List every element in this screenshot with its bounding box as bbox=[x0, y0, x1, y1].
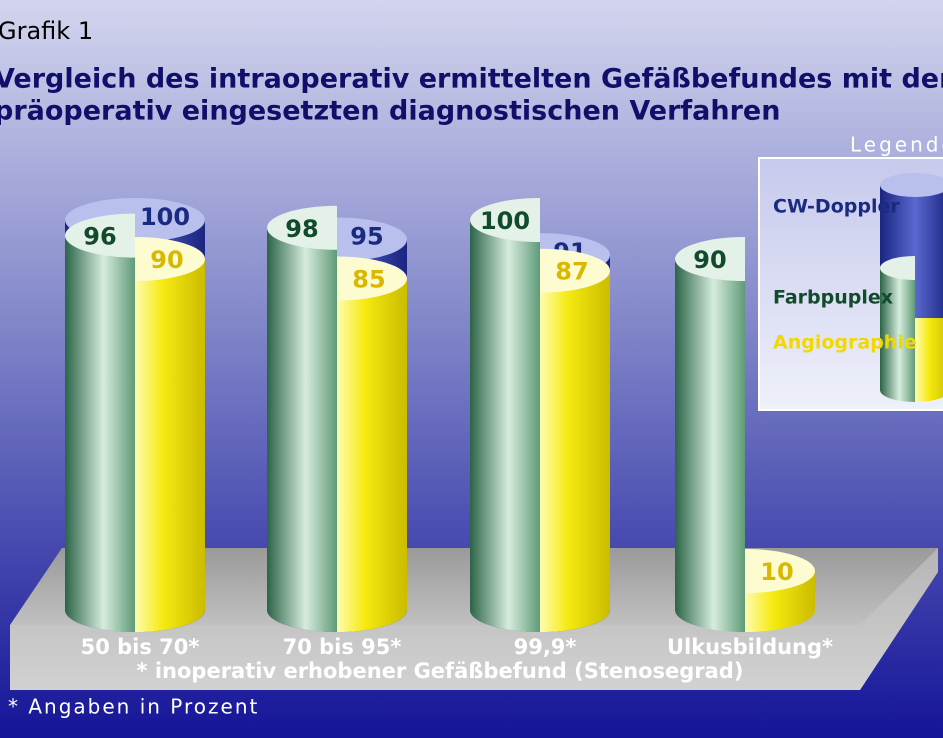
bar bbox=[675, 259, 745, 632]
bar bbox=[267, 227, 337, 633]
chart-title: Vergleich des intraoperativ ermittelten … bbox=[0, 64, 943, 95]
legend-swatch bbox=[880, 173, 943, 197]
bar-cap bbox=[337, 256, 407, 301]
data-label: 100 bbox=[140, 203, 190, 231]
data-label: 98 bbox=[285, 215, 318, 243]
bar bbox=[337, 278, 407, 632]
legend-title: Legende bbox=[850, 133, 943, 157]
legend-swatch bbox=[880, 268, 915, 402]
legend-swatch bbox=[880, 256, 915, 280]
data-label: 90 bbox=[150, 246, 183, 274]
bar bbox=[65, 235, 135, 632]
footnote: * Angaben in Prozent bbox=[8, 695, 259, 719]
data-label: 96 bbox=[83, 223, 116, 251]
x-tick-label: 99,9* bbox=[514, 635, 577, 659]
x-tick-label: 50 bis 70* bbox=[81, 635, 200, 659]
data-label: 10 bbox=[760, 558, 793, 586]
data-label: 87 bbox=[555, 258, 588, 286]
bar-cap bbox=[745, 549, 815, 593]
x-tick-label: Ulkusbildung* bbox=[667, 635, 833, 659]
bar bbox=[135, 259, 205, 632]
bar bbox=[540, 270, 610, 632]
legend-label: Angiographie bbox=[773, 332, 917, 354]
bar-cap bbox=[470, 198, 540, 242]
data-label: 95 bbox=[350, 223, 383, 251]
bar-cap bbox=[675, 237, 745, 281]
chart-title: präoperativ eingesetzten diagnostischen … bbox=[0, 96, 780, 127]
bar-cap bbox=[65, 213, 135, 258]
bar-cap bbox=[267, 205, 337, 250]
x-tick-label: 70 bis 95* bbox=[283, 635, 402, 659]
x-note: * inoperativ erhobener Gefäßbefund (Sten… bbox=[137, 659, 744, 683]
data-label: 100 bbox=[480, 207, 530, 235]
legend-swatch bbox=[915, 318, 943, 402]
bar-cap bbox=[540, 248, 610, 293]
legend-label: CW-Doppler bbox=[773, 196, 900, 218]
bar-cap bbox=[135, 237, 205, 281]
bar bbox=[470, 220, 540, 632]
data-label: 90 bbox=[693, 246, 726, 274]
legend-label: Farbpuplex bbox=[773, 287, 893, 309]
data-label: 85 bbox=[352, 266, 385, 294]
chart-label: Grafik 1 bbox=[0, 17, 93, 45]
platform-front bbox=[10, 548, 938, 690]
